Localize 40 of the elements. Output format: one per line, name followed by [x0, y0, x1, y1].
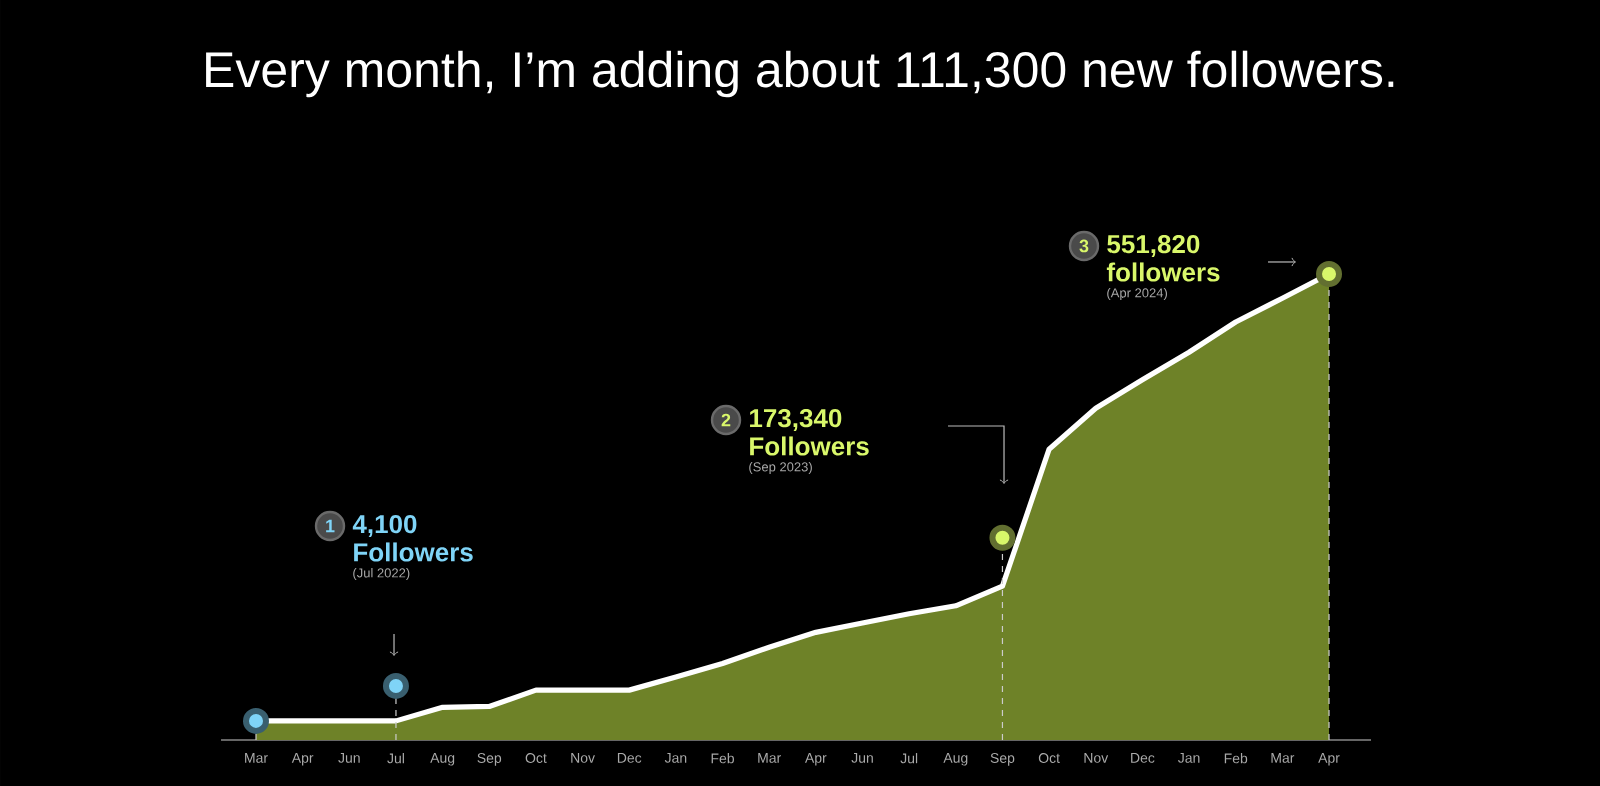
- annotation: Followers: [750, 436, 869, 456]
- annotation: (Apr 2024): [1107, 287, 1167, 301]
- x-tick-label: Apr: [804, 753, 827, 766]
- x-tick-label: Nov: [571, 753, 595, 763]
- x-tick-label: Mar: [245, 753, 268, 763]
- chart-title: Every month, I’m adding about 111,300 new followers.: [206, 50, 1394, 98]
- x-tick-label: Dec: [617, 753, 642, 763]
- x-tick-label: Aug: [430, 753, 455, 766]
- annotation: 2: [721, 413, 731, 427]
- x-tick-label: Mar: [758, 753, 781, 763]
- x-tick-label: Jul: [900, 753, 918, 764]
- annotation: (Jul 2022): [353, 567, 410, 581]
- x-tick-label: Jun: [338, 753, 360, 763]
- text: 551,820: [1107, 234, 1200, 258]
- x-tick-label: Jul: [387, 753, 404, 764]
- x-tick-label: Nov: [1084, 753, 1109, 763]
- x-tick-label: Sep: [477, 753, 502, 766]
- x-tick-label: Jan: [1178, 753, 1200, 763]
- x-tick-label: Oct: [525, 753, 547, 763]
- x-tick-label: Apr: [1318, 753, 1340, 766]
- point: [382, 672, 409, 699]
- x-tick-label: Apr: [291, 753, 314, 766]
- annotation: Followers: [354, 542, 473, 562]
- x-tick-label: Mar: [1271, 753, 1295, 763]
- x-tick-label: Aug: [943, 753, 968, 766]
- text: 3: [1079, 239, 1089, 253]
- x-tick-label: Dec: [1131, 753, 1155, 763]
- x-tick-label: Jun: [851, 753, 873, 763]
- x-tick-label: Sep: [990, 753, 1015, 766]
- annotation: 4,100: [352, 514, 417, 538]
- x-tick-label: Oct: [1038, 753, 1060, 763]
- annotation: followers: [1106, 262, 1220, 282]
- annotation: 173,340: [750, 408, 842, 432]
- x-tick-label: Jan: [664, 753, 687, 763]
- point: [1316, 260, 1343, 287]
- point: [989, 524, 1016, 551]
- x-tick-label: Feb: [711, 753, 734, 764]
- x-tick-label: Feb: [1224, 753, 1248, 764]
- annotation: (Sep 2023): [749, 461, 812, 475]
- annotation: 1: [326, 519, 335, 533]
